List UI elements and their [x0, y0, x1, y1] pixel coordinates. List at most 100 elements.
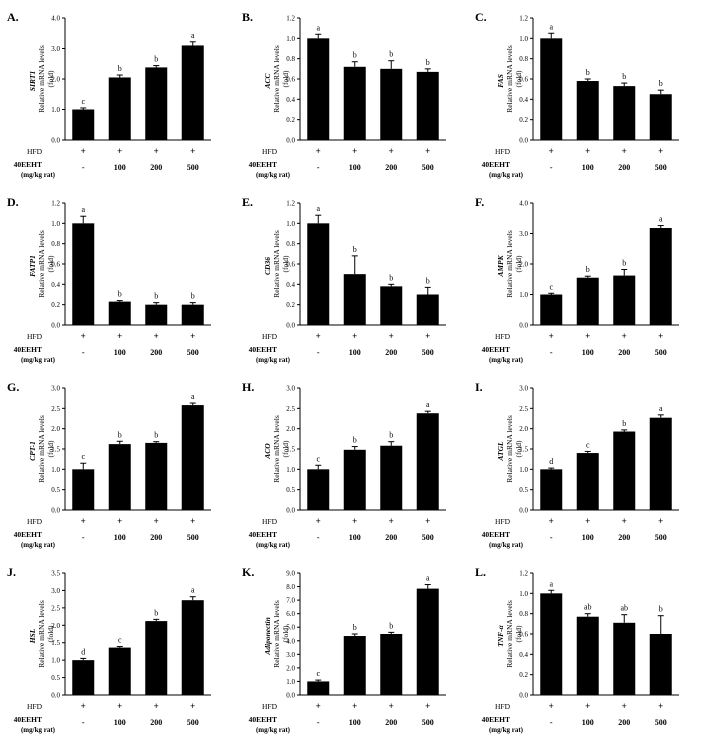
- hfd-mark: +: [117, 516, 122, 526]
- gene-name: AMPK: [496, 254, 505, 277]
- y-axis-title-line: Relative mRNA levels: [272, 600, 281, 668]
- panel-g: G. 0.0 0.5 1.0 1.5 2.0 2.5 3.0 CPT-1 Relative mRN…: [7, 380, 211, 549]
- bar: [108, 647, 131, 695]
- row-label-hfd: HFD: [27, 702, 43, 711]
- y-tick-label: 1.0: [519, 466, 528, 474]
- row-label-unit: (mg/kg rat): [489, 171, 524, 179]
- y-tick-label: 0.0: [519, 692, 528, 700]
- bar: [72, 109, 95, 140]
- y-tick-label: 0.0: [286, 507, 295, 515]
- panel-label: I.: [475, 380, 483, 394]
- gene-name: ACO: [263, 443, 272, 460]
- row-label-unit: (mg/kg rat): [489, 356, 524, 364]
- significance-letter: b: [389, 273, 393, 282]
- dose-label: -: [317, 163, 320, 172]
- y-tick-label: 0.4: [286, 96, 295, 104]
- panel-label: F.: [475, 195, 484, 209]
- hfd-mark: +: [352, 146, 357, 156]
- panel-label: C.: [475, 10, 487, 24]
- significance-letter: b: [622, 72, 626, 81]
- dose-label: 200: [150, 718, 162, 727]
- dose-label: 200: [385, 348, 397, 357]
- y-tick-label: 3.0: [51, 587, 60, 595]
- significance-letter: b: [353, 245, 357, 254]
- bar: [307, 223, 330, 325]
- y-tick-label: 1.0: [286, 220, 295, 228]
- dose-label: 100: [582, 533, 594, 542]
- hfd-mark: +: [81, 331, 86, 341]
- bar: [576, 616, 599, 695]
- significance-letter: b: [659, 605, 663, 614]
- row-label-unit: (mg/kg rat): [489, 726, 524, 734]
- hfd-mark: +: [622, 701, 627, 711]
- significance-letter: b: [118, 430, 122, 439]
- dose-label: 500: [187, 718, 199, 727]
- hfd-mark: +: [658, 701, 663, 711]
- dose-label: 100: [114, 533, 126, 542]
- hfd-mark: +: [117, 146, 122, 156]
- hfd-mark: +: [425, 701, 430, 711]
- hfd-mark: +: [316, 701, 321, 711]
- hfd-mark: +: [622, 146, 627, 156]
- bar: [181, 304, 204, 325]
- y-tick-label: 0.4: [519, 96, 528, 104]
- row-label-hfd: HFD: [495, 332, 511, 341]
- y-axis-title: ATGL: [496, 441, 505, 462]
- panel-j: J. 0.0 0.5 1.0 1.5 2.0 2.5 3.0 3.5 HSL Relative mR…: [7, 565, 211, 734]
- hfd-mark: +: [154, 516, 159, 526]
- row-label-hfd: HFD: [495, 517, 511, 526]
- gene-name: HSL: [28, 628, 37, 644]
- dose-label: -: [82, 348, 85, 357]
- y-tick-label: 1.0: [519, 291, 528, 299]
- bar: [613, 431, 636, 510]
- y-tick-label: 2.0: [51, 425, 60, 433]
- bar: [416, 71, 439, 140]
- y-tick-label: 0.2: [286, 116, 295, 124]
- y-tick-label: 0.2: [519, 671, 528, 679]
- hfd-mark: +: [658, 516, 663, 526]
- y-tick-label: 5.0: [286, 624, 295, 632]
- dose-label: 100: [349, 718, 361, 727]
- significance-letter: b: [353, 436, 357, 445]
- y-axis-title: CPT-1: [28, 441, 37, 461]
- bar: [145, 304, 168, 325]
- y-axis-title-line: Relative mRNA levels: [505, 230, 514, 298]
- row-label-hfd: HFD: [27, 332, 43, 341]
- y-tick-label: 1.0: [286, 678, 295, 686]
- bar: [145, 67, 168, 140]
- row-label-hfd: HFD: [495, 147, 511, 156]
- significance-letter: b: [154, 55, 158, 64]
- y-tick-label: 1.0: [51, 220, 60, 228]
- y-tick-label: 1.2: [286, 200, 295, 208]
- y-tick-label: 0.8: [519, 610, 528, 618]
- row-label-unit: (mg/kg rat): [21, 356, 56, 364]
- y-axis-title-line: Relative mRNA levels: [37, 230, 46, 298]
- y-tick-label: 2.0: [51, 622, 60, 630]
- row-label-unit: (mg/kg rat): [256, 356, 291, 364]
- row-label-hfd: HFD: [262, 517, 278, 526]
- hfd-mark: +: [389, 146, 394, 156]
- significance-letter: c: [586, 440, 590, 449]
- row-label-unit: (mg/kg rat): [21, 726, 56, 734]
- hfd-mark: +: [425, 516, 430, 526]
- significance-letter: b: [622, 258, 626, 267]
- y-axis-title: Adiponectin: [263, 617, 272, 656]
- dose-label: -: [317, 348, 320, 357]
- hfd-mark: +: [190, 701, 195, 711]
- bar: [343, 274, 366, 325]
- y-tick-label: 1.5: [286, 446, 295, 454]
- bar: [343, 66, 366, 140]
- panel-label: L.: [475, 565, 486, 579]
- y-axis-title-line: (fold): [46, 440, 55, 458]
- significance-letter: c: [81, 97, 85, 106]
- gene-name: TNF-α: [496, 624, 505, 646]
- row-label-hfd: HFD: [27, 517, 43, 526]
- significance-letter: d: [549, 457, 553, 466]
- y-tick-label: 0.0: [51, 322, 60, 330]
- bar: [380, 445, 403, 510]
- hfd-mark: +: [549, 331, 554, 341]
- significance-letter: b: [389, 431, 393, 440]
- y-tick-label: 1.0: [51, 657, 60, 665]
- bar: [576, 277, 599, 325]
